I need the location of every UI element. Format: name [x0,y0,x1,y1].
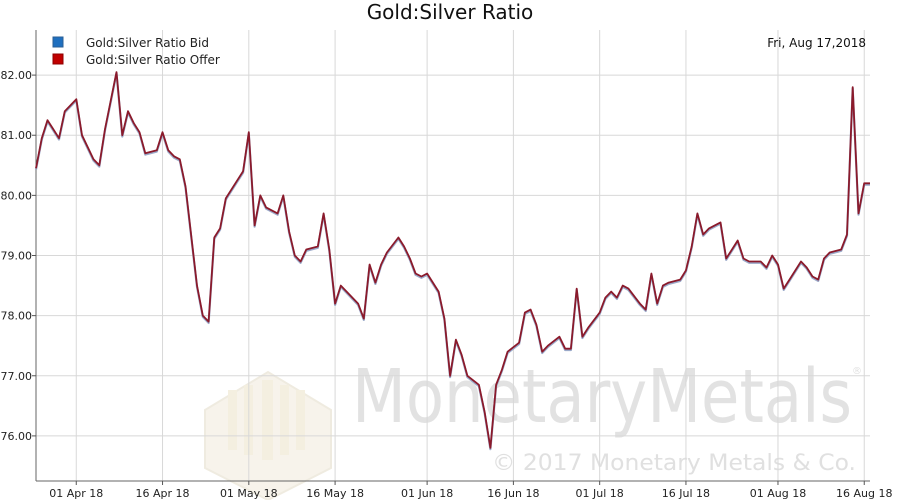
grid-lines [36,30,870,481]
x-tick-label: 01 Jul 18 [576,487,624,500]
watermark-registered: ® [852,366,862,377]
y-axis-ticks: 76.00 77.00 78.00 79.00 80.00 81.00 82.00 [1,69,36,443]
plot-area: 76.00 77.00 78.00 79.00 80.00 81.00 82.00 01 A… [1,30,892,500]
chart-title: Gold:Silver Ratio [367,0,534,24]
y-tick-label: 78.00 [1,310,33,323]
watermark-copyright: © 2017 Monetary Metals & Co. [492,451,856,476]
x-tick-label: 16 Jul 18 [662,487,710,500]
watermark-brand: MonetaryMetals [352,354,852,440]
x-tick-label: 01 Aug 18 [750,487,806,500]
watermark: MonetaryMetals ® © 2017 Monetary Metals … [204,354,862,500]
y-tick-label: 82.00 [1,69,33,82]
x-tick-label: 01 May 18 [220,487,278,500]
legend: Gold:Silver Ratio Bid Gold:Silver Ratio … [52,36,220,67]
series-line-offer [35,71,870,449]
x-tick-label: 16 Jun 18 [487,487,539,500]
legend-swatch-offer [52,53,64,65]
y-tick-label: 77.00 [1,370,33,383]
legend-swatch-bid [52,36,64,48]
x-tick-label: 01 Apr 18 [49,487,103,500]
legend-label-offer: Gold:Silver Ratio Offer [86,53,220,67]
x-axis-ticks: 01 Apr 18 16 Apr 18 01 May 18 16 May 18 01 J… [49,481,892,500]
series-lines [34,71,870,451]
x-tick-label: 01 Jun 18 [401,487,453,500]
x-tick-label: 16 May 18 [306,487,364,500]
x-tick-label: 16 Apr 18 [136,487,190,500]
y-tick-label: 79.00 [1,250,33,263]
legend-label-bid: Gold:Silver Ratio Bid [86,36,209,50]
y-tick-label: 81.00 [1,129,33,142]
y-tick-label: 80.00 [1,189,33,202]
y-tick-label: 76.00 [1,430,33,443]
chart-date: Fri, Aug 17,2018 [767,36,866,50]
x-tick-label: 16 Aug 18 [836,487,892,500]
